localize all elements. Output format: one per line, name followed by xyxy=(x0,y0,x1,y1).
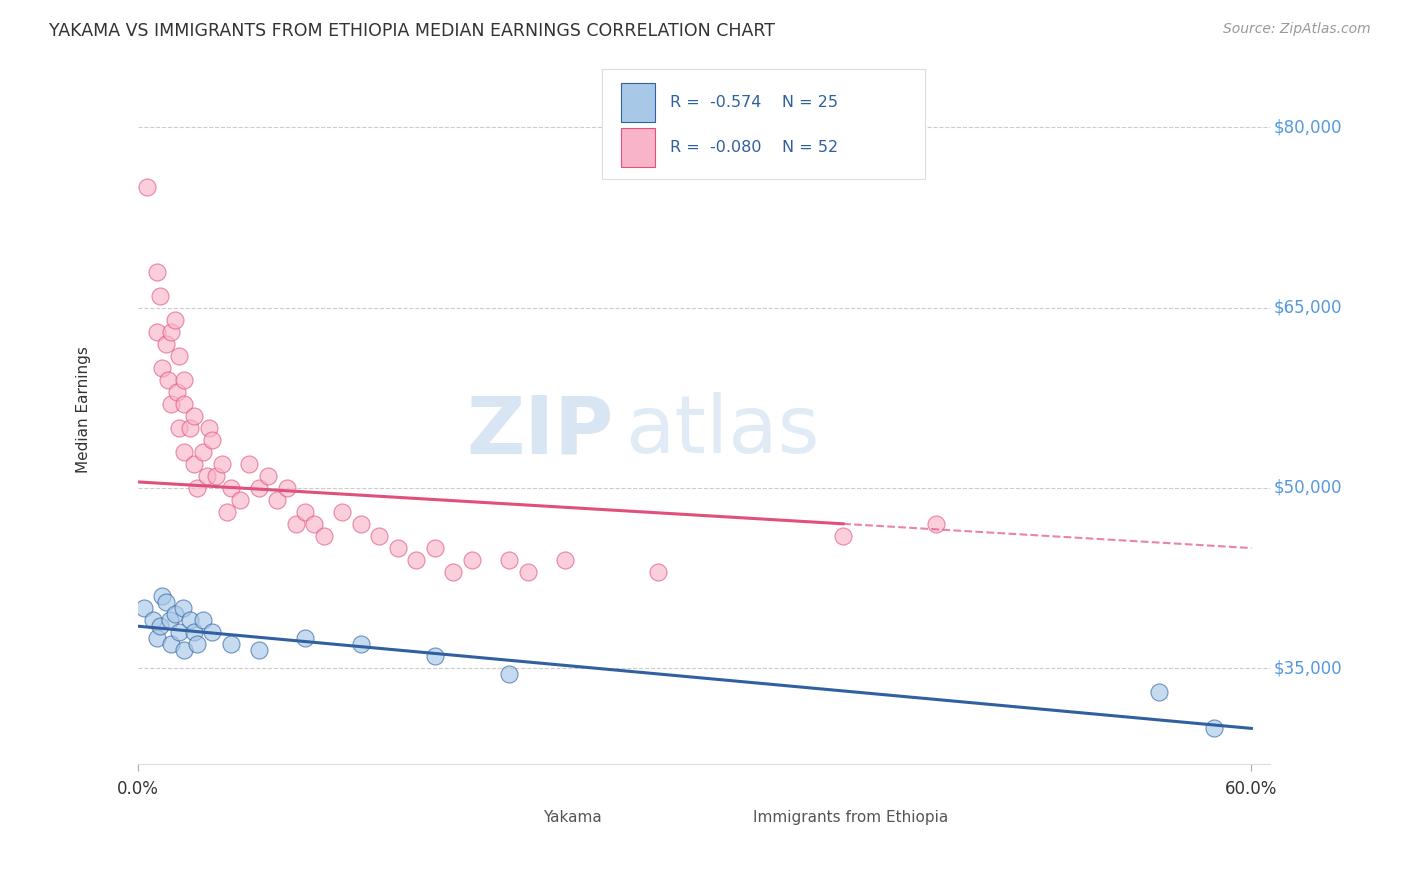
Point xyxy=(266,493,288,508)
Point xyxy=(160,637,183,651)
Point xyxy=(312,529,335,543)
Point xyxy=(219,481,242,495)
Point xyxy=(195,469,218,483)
Point xyxy=(165,607,187,622)
Point xyxy=(247,643,270,657)
Point xyxy=(197,421,219,435)
Point xyxy=(229,493,252,508)
Point xyxy=(276,481,298,495)
Point xyxy=(350,516,373,531)
Point xyxy=(167,421,190,435)
Point xyxy=(145,632,167,646)
Point xyxy=(516,565,538,579)
Bar xyxy=(621,83,655,122)
Point xyxy=(186,637,208,651)
Point xyxy=(172,601,194,615)
Point xyxy=(554,553,576,567)
Point xyxy=(247,481,270,495)
Point xyxy=(217,505,239,519)
Text: YAKAMA VS IMMIGRANTS FROM ETHIOPIA MEDIAN EARNINGS CORRELATION CHART: YAKAMA VS IMMIGRANTS FROM ETHIOPIA MEDIA… xyxy=(49,22,775,40)
Point xyxy=(179,613,201,627)
Point xyxy=(191,445,214,459)
Point xyxy=(284,516,307,531)
Point xyxy=(165,312,187,326)
Point xyxy=(205,469,228,483)
Point xyxy=(368,529,391,543)
Point xyxy=(387,541,409,555)
Point xyxy=(294,505,316,519)
Point xyxy=(160,325,183,339)
Text: $65,000: $65,000 xyxy=(1274,299,1341,317)
Point xyxy=(173,397,195,411)
Bar xyxy=(512,807,537,829)
FancyBboxPatch shape xyxy=(602,70,925,179)
Point xyxy=(1147,685,1170,699)
Point xyxy=(145,264,167,278)
Text: Yakama: Yakama xyxy=(543,810,602,825)
Point xyxy=(191,613,214,627)
Bar xyxy=(721,807,745,829)
Point xyxy=(136,180,159,194)
Point xyxy=(167,625,190,640)
Bar xyxy=(621,128,655,167)
Text: R =  -0.574    N = 25: R = -0.574 N = 25 xyxy=(671,95,838,111)
Point xyxy=(160,397,183,411)
Point xyxy=(925,516,948,531)
Point xyxy=(405,553,427,567)
Point xyxy=(167,349,190,363)
Point xyxy=(219,637,242,651)
Point xyxy=(211,457,233,471)
Point xyxy=(647,565,669,579)
Point xyxy=(350,637,373,651)
Point xyxy=(304,516,326,531)
Point xyxy=(443,565,465,579)
Point xyxy=(498,667,520,681)
Point xyxy=(201,625,224,640)
Point xyxy=(155,595,177,609)
Point xyxy=(498,553,520,567)
Point xyxy=(257,469,280,483)
Point xyxy=(173,373,195,387)
Point xyxy=(423,649,446,664)
Point xyxy=(183,409,205,423)
Point xyxy=(330,505,353,519)
Text: R =  -0.080    N = 52: R = -0.080 N = 52 xyxy=(671,140,838,155)
Point xyxy=(201,433,224,447)
Text: Immigrants from Ethiopia: Immigrants from Ethiopia xyxy=(752,810,948,825)
Point xyxy=(186,481,208,495)
Text: $80,000: $80,000 xyxy=(1274,119,1341,136)
Point xyxy=(142,613,165,627)
Point xyxy=(149,288,172,302)
Point xyxy=(423,541,446,555)
Text: Source: ZipAtlas.com: Source: ZipAtlas.com xyxy=(1223,22,1371,37)
Text: ZIP: ZIP xyxy=(467,392,613,470)
Point xyxy=(159,613,181,627)
Point xyxy=(156,373,179,387)
Text: $35,000: $35,000 xyxy=(1274,659,1341,677)
Point xyxy=(1204,722,1226,736)
Text: atlas: atlas xyxy=(624,392,820,470)
Text: $50,000: $50,000 xyxy=(1274,479,1341,497)
Point xyxy=(150,360,173,375)
Point xyxy=(832,529,855,543)
Point xyxy=(166,384,188,399)
Point xyxy=(145,325,167,339)
Point xyxy=(461,553,484,567)
Point xyxy=(150,589,173,603)
Point xyxy=(183,625,205,640)
Point xyxy=(179,421,201,435)
Point xyxy=(294,632,316,646)
Point xyxy=(173,643,195,657)
Point xyxy=(132,601,155,615)
Point xyxy=(155,336,177,351)
Text: Median Earnings: Median Earnings xyxy=(76,346,91,474)
Point xyxy=(149,619,172,633)
Point xyxy=(173,445,195,459)
Point xyxy=(238,457,260,471)
Point xyxy=(183,457,205,471)
